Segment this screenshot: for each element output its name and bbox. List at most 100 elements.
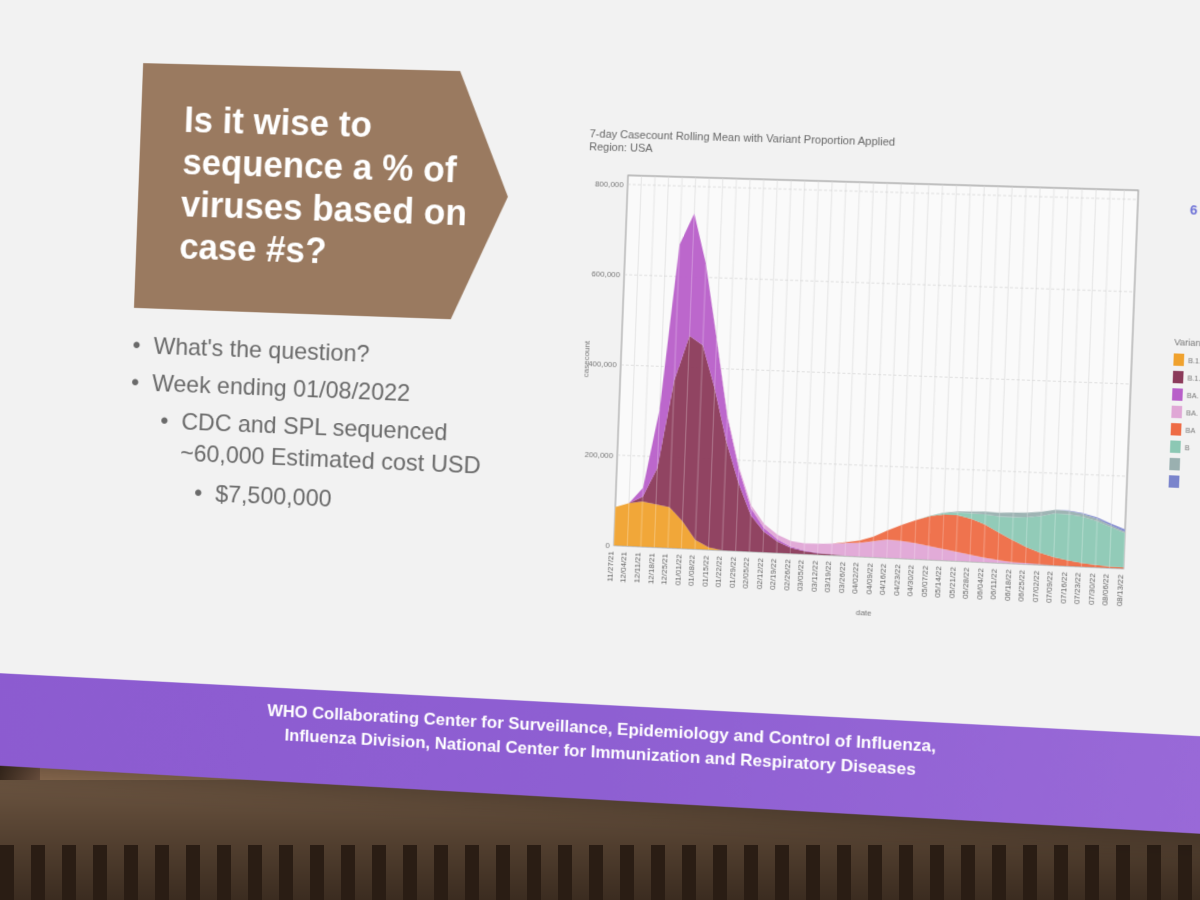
x-tick-label: 03/12/22	[809, 560, 819, 592]
railing-bar	[1147, 845, 1161, 900]
x-tick-label: 02/26/22	[782, 559, 792, 591]
x-tick-label: 02/05/22	[741, 557, 751, 589]
legend-label: BA.	[1186, 410, 1198, 418]
railing-bar	[93, 845, 107, 900]
x-tick-label: 07/09/22	[1044, 571, 1055, 603]
railing-bar	[62, 845, 76, 900]
railing-bar	[527, 845, 541, 900]
y-tick-label: 400,000	[588, 360, 618, 370]
railing-bar	[558, 845, 572, 900]
railing-bar	[186, 845, 200, 900]
railing-bar	[124, 845, 138, 900]
railing-bar	[806, 845, 820, 900]
railing-bar	[310, 845, 324, 900]
legend-label: BA	[1185, 428, 1195, 436]
legend-title: Variant	[1174, 337, 1200, 348]
railing-bar	[1085, 845, 1099, 900]
legend-label: BA.	[1187, 393, 1199, 401]
railing-bar	[248, 845, 262, 900]
railing-bar	[682, 845, 696, 900]
bullet-text: $7,500,000	[215, 481, 332, 513]
x-tick-label: 01/15/22	[700, 555, 710, 587]
chart-svg: 7-day Casecount Rolling Mean with Varian…	[569, 129, 1200, 702]
x-tick-label: 12/11/21	[632, 552, 642, 583]
x-tick-label: 02/19/22	[768, 558, 778, 590]
x-tick-label: 07/23/22	[1073, 572, 1084, 604]
x-tick-label: 01/29/22	[727, 557, 737, 589]
x-tick-label: 06/18/22	[1003, 569, 1014, 601]
x-tick-label: 11/27/21	[605, 551, 615, 582]
x-tick-label: 12/18/21	[646, 553, 656, 585]
legend-swatch	[1171, 406, 1182, 419]
railing-bar	[279, 845, 293, 900]
x-tick-label: 04/09/22	[864, 563, 875, 595]
x-axis-label: date	[856, 608, 873, 618]
x-tick-label: 06/25/22	[1017, 570, 1028, 602]
x-tick-label: 04/16/22	[878, 563, 889, 595]
railing-bar	[155, 845, 169, 900]
legend-swatch	[1169, 475, 1180, 488]
y-tick-label: 0	[605, 541, 610, 550]
x-tick-label: 08/06/22	[1101, 574, 1112, 606]
bullet-icon: •	[160, 408, 182, 436]
x-tick-label: 04/30/22	[905, 565, 916, 597]
railing-bar	[992, 845, 1006, 900]
railing-bar	[713, 845, 727, 900]
bullet-text: What's the question?	[153, 333, 370, 368]
y-tick-label: 600,000	[591, 269, 621, 279]
bullet-item: • $7,500,000	[194, 480, 332, 514]
legend-swatch	[1173, 353, 1184, 366]
railing-bar	[868, 845, 882, 900]
railing-bar	[930, 845, 944, 900]
x-tick-label: 08/13/22	[1115, 574, 1126, 606]
y-tick-label: 200,000	[584, 450, 614, 460]
x-tick-label: 05/07/22	[919, 565, 930, 597]
x-tick-label: 01/08/22	[686, 555, 696, 587]
railing-bar	[465, 845, 479, 900]
railing-bar	[403, 845, 417, 900]
x-tick-label: 03/19/22	[823, 561, 833, 593]
bullet-text: Week ending 01/08/2022	[152, 370, 411, 407]
slide-title: Is it wise to sequence a % of viruses ba…	[179, 99, 477, 278]
railing-bar	[0, 845, 14, 900]
legend-label: B.1.1	[1188, 358, 1200, 366]
variant-chart: 7-day Casecount Rolling Mean with Varian…	[569, 129, 1200, 702]
railing-bar	[341, 845, 355, 900]
x-tick-label: 07/16/22	[1058, 572, 1069, 604]
y-tick-label: 800,000	[595, 179, 625, 189]
x-tick-label: 01/01/22	[673, 554, 683, 586]
x-tick-label: 07/02/22	[1031, 570, 1042, 602]
railing-bar	[217, 845, 231, 900]
bullet-item: • Week ending 01/08/2022	[131, 370, 411, 409]
legend-swatch	[1171, 423, 1182, 436]
railing-bar	[1178, 845, 1192, 900]
railing-bar	[589, 845, 603, 900]
railing-bar	[1116, 845, 1130, 900]
railing-bar	[775, 845, 789, 900]
railing-bar	[961, 845, 975, 900]
x-tick-label: 05/14/22	[933, 566, 944, 598]
railing-bar	[1023, 845, 1037, 900]
x-tick-label: 05/21/22	[947, 567, 958, 599]
x-tick-label: 03/26/22	[837, 562, 848, 594]
railing-bar	[434, 845, 448, 900]
bullet-item: • What's the question?	[132, 332, 370, 368]
legend-swatch	[1170, 440, 1181, 453]
x-tick-label: 06/11/22	[989, 569, 1000, 600]
chart-subtitle: Region: USA	[589, 141, 654, 155]
railing-bar	[837, 845, 851, 900]
railing-bar	[744, 845, 758, 900]
railing-bar	[372, 845, 386, 900]
x-tick-label: 12/25/21	[659, 553, 669, 585]
x-tick-label: 07/30/22	[1087, 573, 1098, 605]
legend-label: B	[1185, 445, 1191, 452]
bullet-icon: •	[131, 370, 153, 398]
x-tick-label: 04/23/22	[892, 564, 903, 596]
x-tick-label: 12/04/21	[619, 552, 629, 583]
railing-bar	[1054, 845, 1068, 900]
railing-bar	[651, 845, 665, 900]
railing-bar	[899, 845, 913, 900]
railing-bar	[496, 845, 510, 900]
railing-bar	[31, 845, 45, 900]
x-tick-label: 01/22/22	[714, 556, 724, 588]
